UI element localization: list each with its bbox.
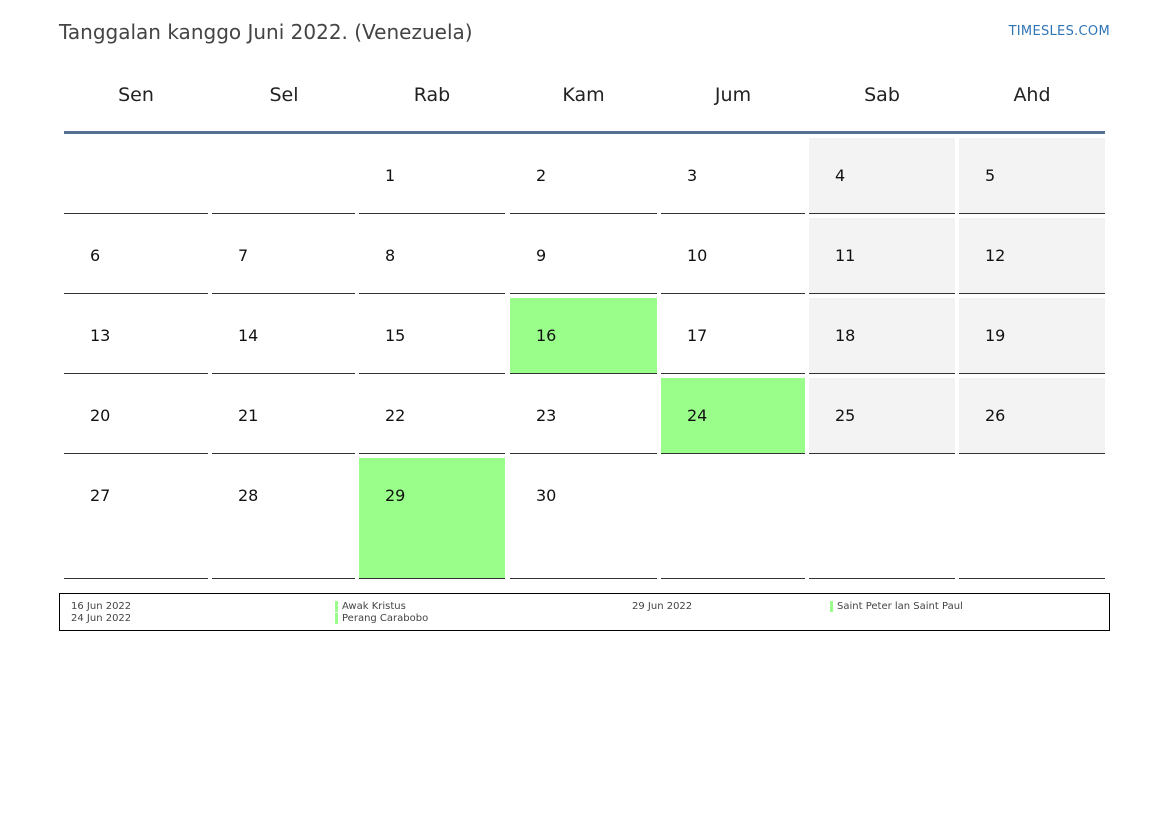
day-cell: 3 [661,138,805,214]
day-cell: 1 [359,138,505,214]
weekend-day-cell: 26 [959,378,1105,454]
day-number: 14 [238,326,259,345]
day-cell: 22 [359,378,505,454]
day-cell: 20 [64,378,208,454]
day-number: 10 [687,246,708,265]
weekday-label: Kam [562,84,605,106]
day-cell: 28 [212,458,355,579]
weekday-header-row: Sen Sel Rab Kam Jum Sab Ahd [64,84,1105,114]
empty-day-cell [809,458,955,579]
day-cell: 14 [212,298,355,374]
legend-holiday-name: Awak Kristus [335,601,406,612]
day-number: 15 [385,326,406,345]
weekday-label: Rab [413,84,451,106]
day-number: 26 [985,406,1006,425]
day-number: 1 [385,166,396,185]
empty-day-cell [212,138,355,214]
day-number: 6 [90,246,101,265]
day-cell: 17 [661,298,805,374]
legend-date: 24 Jun 2022 [71,613,132,624]
day-number: 3 [687,166,698,185]
day-cell: 6 [64,218,208,294]
day-cell: 7 [212,218,355,294]
holiday-day-cell: 29 [359,458,505,579]
weekday-label: Sen [118,84,154,106]
day-number: 13 [90,326,111,345]
legend-holiday-name: Saint Peter lan Saint Paul [830,601,963,612]
day-number: 11 [835,246,856,265]
day-number: 21 [238,406,259,425]
empty-day-cell [959,458,1105,579]
weekend-day-cell: 12 [959,218,1105,294]
day-cell: 9 [510,218,657,294]
day-number: 30 [536,486,557,505]
weekend-day-cell: 4 [809,138,955,214]
legend-date: 29 Jun 2022 [632,601,693,612]
day-number: 27 [90,486,111,505]
day-number: 22 [385,406,406,425]
weekday-label: Sel [269,84,299,106]
day-number: 19 [985,326,1006,345]
holiday-legend: 16 Jun 2022 Awak Kristus 24 Jun 2022 Per… [59,593,1110,631]
page-title: Tanggalan kanggo Juni 2022. (Venezuela) [59,20,473,44]
day-cell: 13 [64,298,208,374]
day-number: 8 [385,246,396,265]
day-cell: 15 [359,298,505,374]
weekend-day-cell: 25 [809,378,955,454]
day-number: 5 [985,166,996,185]
weekday-label: Jum [714,84,752,106]
holiday-day-cell: 24 [661,378,805,454]
day-number: 2 [536,166,547,185]
day-cell: 23 [510,378,657,454]
weekend-day-cell: 18 [809,298,955,374]
brand-link[interactable]: TIMESLES.COM [1008,24,1110,39]
day-number: 16 [536,326,557,345]
day-number: 18 [835,326,856,345]
day-number: 24 [687,406,708,425]
day-cell: 30 [510,458,657,579]
weekday-label: Ahd [1013,84,1051,106]
empty-day-cell [661,458,805,579]
day-number: 7 [238,246,249,265]
day-cell: 2 [510,138,657,214]
weekend-day-cell: 19 [959,298,1105,374]
day-number: 9 [536,246,547,265]
weekend-day-cell: 11 [809,218,955,294]
weekend-day-cell: 5 [959,138,1105,214]
day-cell: 27 [64,458,208,579]
day-number: 23 [536,406,557,425]
day-number: 17 [687,326,708,345]
day-cell: 10 [661,218,805,294]
day-number: 25 [835,406,856,425]
header-divider [64,131,1105,134]
day-number: 4 [835,166,846,185]
legend-holiday-name: Perang Carabobo [335,613,428,624]
day-number: 28 [238,486,259,505]
weekday-label: Sab [864,84,900,106]
legend-date: 16 Jun 2022 [71,601,132,612]
day-number: 12 [985,246,1006,265]
day-number: 29 [385,486,406,505]
day-cell: 8 [359,218,505,294]
holiday-day-cell: 16 [510,298,657,374]
empty-day-cell [64,138,208,214]
day-number: 20 [90,406,111,425]
day-cell: 21 [212,378,355,454]
